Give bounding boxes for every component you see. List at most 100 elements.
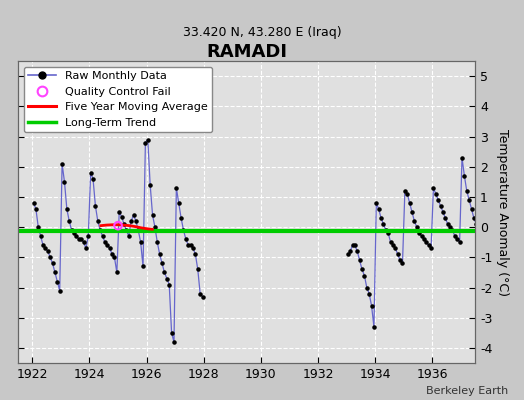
- Point: [99, 233, 107, 240]
- Point: [113, 269, 121, 276]
- Point: [187, 242, 195, 248]
- Point: [51, 269, 59, 276]
- Point: [148, 212, 157, 218]
- Point: [446, 224, 454, 230]
- Point: [179, 227, 188, 233]
- Point: [398, 260, 407, 267]
- Point: [441, 215, 450, 221]
- Point: [474, 227, 483, 233]
- Point: [129, 212, 138, 218]
- Point: [477, 230, 485, 236]
- Point: [94, 218, 102, 224]
- Point: [386, 239, 395, 246]
- Point: [122, 227, 130, 233]
- Point: [56, 288, 64, 294]
- Point: [443, 221, 452, 227]
- Point: [189, 245, 197, 252]
- Point: [193, 266, 202, 273]
- Point: [396, 257, 405, 264]
- Point: [141, 139, 150, 146]
- Point: [360, 272, 368, 279]
- Point: [463, 188, 471, 194]
- Point: [367, 302, 376, 309]
- Point: [86, 170, 95, 176]
- Point: [401, 188, 409, 194]
- Point: [41, 245, 50, 252]
- Point: [427, 245, 435, 252]
- Point: [379, 221, 388, 227]
- Point: [58, 160, 67, 167]
- Point: [451, 233, 459, 240]
- Point: [449, 227, 457, 233]
- Point: [60, 179, 69, 185]
- Point: [46, 254, 54, 260]
- Point: [134, 227, 143, 233]
- Point: [29, 200, 38, 206]
- Point: [346, 248, 354, 254]
- Point: [34, 224, 42, 230]
- Point: [65, 218, 73, 224]
- Point: [114, 222, 122, 229]
- Point: [136, 239, 145, 246]
- Point: [482, 194, 490, 200]
- Point: [96, 227, 104, 233]
- Point: [172, 185, 181, 191]
- Point: [348, 242, 357, 248]
- Point: [182, 236, 190, 242]
- Point: [84, 233, 92, 240]
- Point: [389, 242, 397, 248]
- Point: [403, 191, 411, 197]
- Point: [74, 236, 83, 242]
- Point: [377, 215, 385, 221]
- Point: [436, 203, 445, 209]
- Point: [453, 236, 462, 242]
- Point: [406, 200, 414, 206]
- Point: [89, 176, 97, 182]
- Point: [153, 239, 161, 246]
- Point: [484, 188, 493, 194]
- Point: [422, 239, 431, 246]
- Point: [144, 136, 152, 143]
- Point: [91, 203, 100, 209]
- Point: [410, 218, 419, 224]
- Point: [363, 284, 371, 291]
- Point: [167, 330, 176, 336]
- Point: [394, 251, 402, 258]
- Point: [465, 197, 473, 203]
- Point: [351, 242, 359, 248]
- Point: [37, 233, 45, 240]
- Y-axis label: Temperature Anomaly (°C): Temperature Anomaly (°C): [496, 128, 509, 296]
- Point: [151, 224, 159, 230]
- Point: [53, 278, 61, 285]
- Point: [460, 173, 468, 179]
- Point: [408, 209, 416, 215]
- Point: [101, 239, 109, 246]
- Point: [372, 200, 380, 206]
- Point: [355, 257, 364, 264]
- Point: [417, 233, 425, 240]
- Point: [117, 214, 126, 220]
- Point: [32, 206, 40, 212]
- Point: [68, 227, 76, 233]
- Point: [170, 339, 178, 345]
- Point: [72, 233, 81, 240]
- Point: [370, 324, 378, 330]
- Point: [120, 221, 128, 227]
- Point: [110, 254, 118, 260]
- Point: [458, 154, 466, 161]
- Point: [79, 239, 88, 246]
- Point: [439, 209, 447, 215]
- Point: [177, 215, 185, 221]
- Point: [77, 236, 85, 242]
- Point: [199, 294, 207, 300]
- Point: [358, 266, 366, 273]
- Point: [63, 206, 71, 212]
- Point: [432, 191, 440, 197]
- Point: [125, 233, 133, 240]
- Point: [467, 206, 476, 212]
- Text: 33.420 N, 43.280 E (Iraq): 33.420 N, 43.280 E (Iraq): [183, 26, 341, 39]
- Point: [381, 227, 390, 233]
- Legend: Raw Monthly Data, Quality Control Fail, Five Year Moving Average, Long-Term Tren: Raw Monthly Data, Quality Control Fail, …: [24, 66, 212, 132]
- Point: [156, 251, 164, 258]
- Point: [191, 251, 200, 258]
